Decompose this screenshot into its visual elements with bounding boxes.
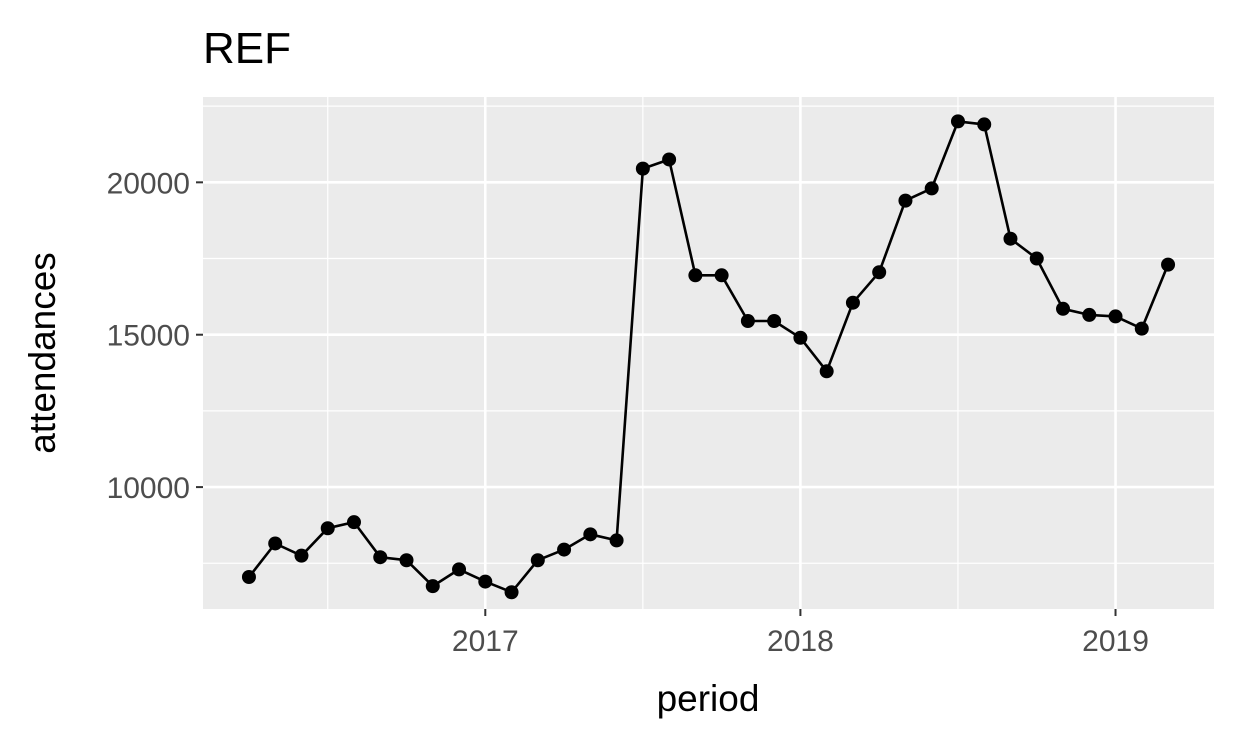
data-point: [872, 265, 887, 280]
data-point: [294, 548, 309, 563]
x-tick-label: 2019: [1082, 625, 1149, 658]
data-point: [793, 330, 808, 345]
data-point: [1161, 257, 1176, 272]
data-point: [740, 314, 755, 328]
y-tick-label: 20000: [107, 167, 190, 200]
data-point: [977, 117, 992, 132]
data-point: [504, 585, 519, 600]
data-point: [1029, 251, 1044, 266]
data-point: [452, 562, 467, 577]
data-point: [845, 295, 860, 310]
data-point: [320, 521, 335, 536]
data-point: [268, 536, 283, 551]
data-point: [1134, 321, 1149, 336]
data-point: [635, 161, 650, 176]
data-point: [767, 314, 782, 328]
data-point: [688, 268, 703, 283]
series-layer: [241, 114, 1176, 600]
axis-ticks: [196, 181, 1117, 616]
data-point: [1003, 231, 1018, 246]
data-point: [662, 152, 677, 167]
data-point: [898, 193, 913, 208]
data-point: [609, 533, 624, 548]
data-point: [1108, 309, 1123, 324]
data-point: [1056, 301, 1071, 316]
data-point: [241, 570, 256, 584]
y-tick-label: 10000: [107, 472, 190, 505]
y-axis-title: attendances: [22, 252, 63, 454]
x-tick-label: 2017: [452, 625, 519, 658]
data-point: [583, 527, 598, 542]
data-point: [557, 542, 572, 557]
data-point: [425, 579, 440, 594]
data-point: [530, 553, 545, 568]
data-point: [1082, 307, 1097, 322]
data-point: [950, 114, 965, 129]
y-tick-label: 15000: [107, 320, 190, 353]
data-point: [399, 553, 414, 568]
x-tick-label: 2018: [767, 625, 834, 658]
major-gridlines: [203, 97, 1214, 609]
data-point: [714, 268, 729, 283]
x-axis-title: period: [657, 678, 760, 719]
chart-title: REF: [203, 24, 291, 73]
data-point: [819, 364, 834, 379]
tick-labels: 10000 15000 20000 2017 2018 2019: [107, 167, 1149, 658]
data-point: [478, 574, 493, 589]
plot-panel: [203, 97, 1214, 609]
data-point: [924, 181, 939, 196]
data-point: [346, 515, 361, 530]
data-point: [373, 550, 388, 565]
